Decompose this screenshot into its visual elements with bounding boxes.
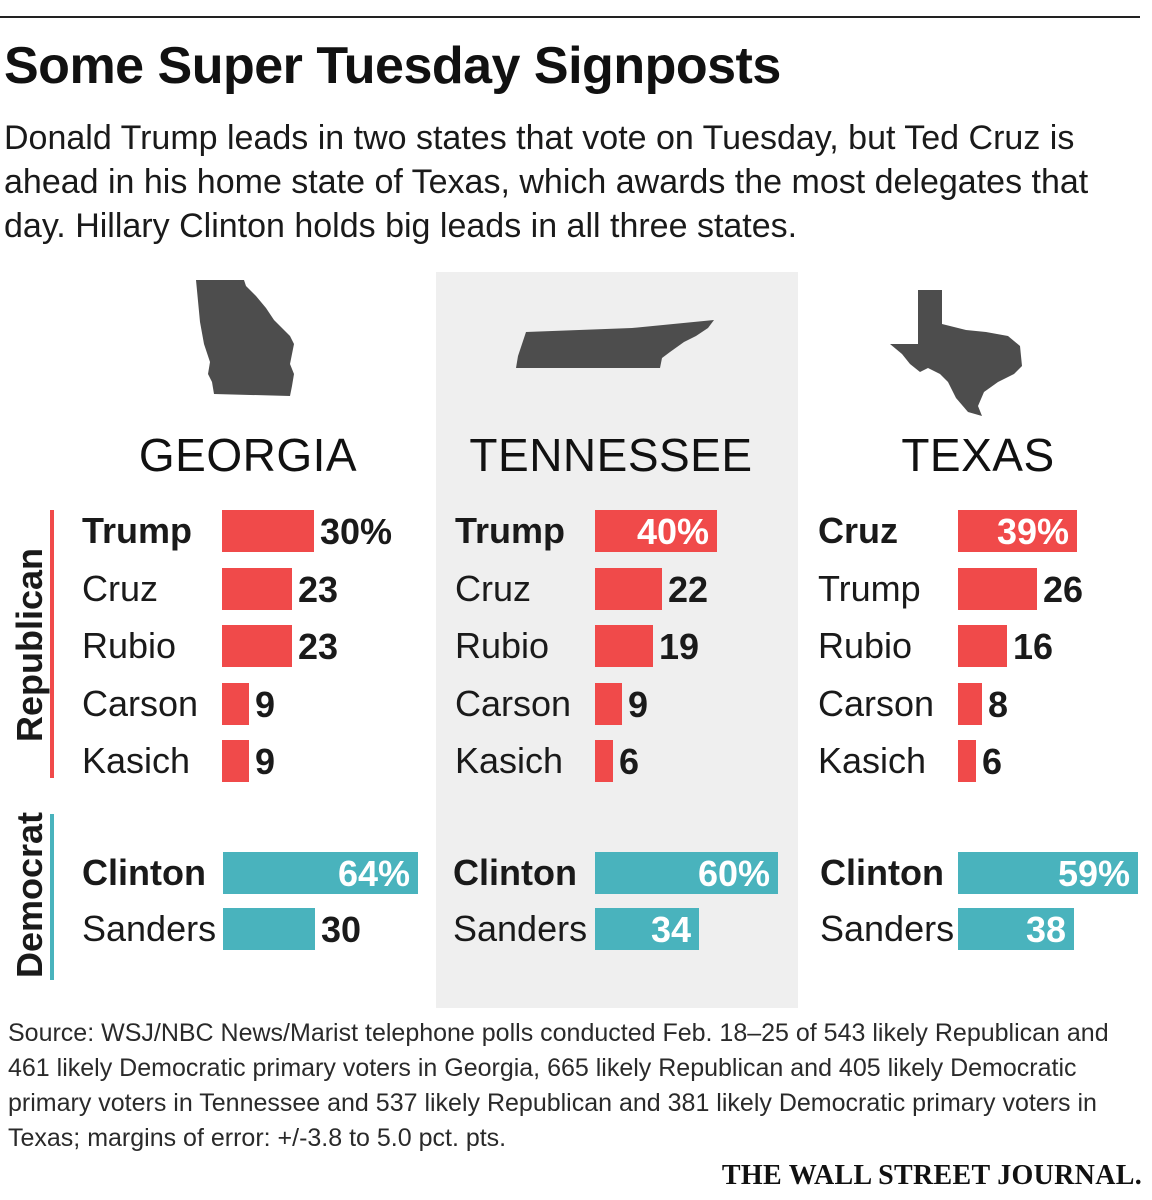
bar-republican-texas-kasich bbox=[958, 740, 976, 782]
candidate-name-texas-carson: Carson bbox=[818, 683, 935, 724]
value-label-georgia-rubio: 23 bbox=[298, 626, 339, 667]
value-label-georgia-clinton: 64% bbox=[337, 853, 410, 894]
candidate-name-texas-clinton: Clinton bbox=[820, 852, 944, 893]
value-label-texas-clinton: 59% bbox=[1057, 853, 1130, 894]
bar-democrat-texas-clinton bbox=[958, 852, 1138, 894]
state-name-texas: TEXAS bbox=[901, 429, 1055, 481]
bar-republican-georgia-carson bbox=[222, 683, 249, 725]
bar-republican-tennessee-kasich bbox=[595, 740, 613, 782]
bar-republican-georgia-cruz bbox=[222, 568, 292, 610]
candidate-name-tennessee-rubio: Rubio bbox=[455, 625, 550, 666]
value-label-texas-cruz: 39% bbox=[996, 511, 1069, 552]
state-name-georgia: GEORGIA bbox=[138, 429, 358, 481]
bar-republican-georgia-rubio bbox=[222, 625, 292, 667]
bar-democrat-texas-sanders bbox=[958, 908, 1074, 950]
chart-title: Some Super Tuesday Signposts bbox=[4, 37, 781, 95]
candidate-name-tennessee-carson: Carson bbox=[455, 683, 572, 724]
candidate-name-texas-kasich: Kasich bbox=[818, 740, 927, 781]
value-label-georgia-cruz: 23 bbox=[298, 569, 339, 610]
bar-republican-tennessee-trump bbox=[595, 510, 717, 552]
value-label-georgia-sanders: 30 bbox=[321, 909, 362, 950]
bar-republican-texas-carson bbox=[958, 683, 982, 725]
value-label-texas-rubio: 16 bbox=[1013, 626, 1054, 667]
bar-republican-texas-cruz bbox=[958, 510, 1077, 552]
republican-party-label: Republican bbox=[9, 547, 50, 743]
candidate-name-georgia-kasich: Kasich bbox=[82, 740, 191, 781]
bar-republican-texas-trump bbox=[958, 568, 1037, 610]
tennessee-map-icon bbox=[516, 320, 714, 368]
candidate-name-georgia-rubio: Rubio bbox=[82, 625, 177, 666]
bar-republican-tennessee-cruz bbox=[595, 568, 662, 610]
candidate-name-georgia-cruz: Cruz bbox=[82, 568, 159, 609]
value-label-texas-kasich: 6 bbox=[982, 741, 1003, 782]
value-label-tennessee-clinton: 60% bbox=[697, 853, 770, 894]
value-label-georgia-carson: 9 bbox=[255, 684, 276, 725]
candidate-name-tennessee-clinton: Clinton bbox=[453, 852, 577, 893]
bar-democrat-georgia-clinton bbox=[223, 852, 418, 894]
top-rule bbox=[0, 16, 1140, 18]
candidate-name-texas-rubio: Rubio bbox=[818, 625, 913, 666]
value-label-georgia-trump: 30% bbox=[320, 511, 393, 552]
candidate-name-texas-cruz: Cruz bbox=[818, 510, 898, 551]
bar-democrat-georgia-sanders bbox=[223, 908, 315, 950]
value-label-tennessee-rubio: 19 bbox=[659, 626, 700, 667]
bar-republican-georgia-kasich bbox=[222, 740, 249, 782]
value-label-tennessee-trump: 40% bbox=[636, 511, 709, 552]
candidate-name-tennessee-sanders: Sanders bbox=[453, 908, 588, 949]
value-label-georgia-kasich: 9 bbox=[255, 741, 276, 782]
bar-republican-tennessee-carson bbox=[595, 683, 622, 725]
democrat-rail bbox=[50, 814, 54, 980]
georgia-map-icon bbox=[196, 280, 294, 396]
candidate-name-tennessee-kasich: Kasich bbox=[455, 740, 564, 781]
value-label-tennessee-sanders: 34 bbox=[650, 909, 691, 950]
candidate-name-texas-trump: Trump bbox=[818, 568, 921, 609]
value-label-texas-sanders: 38 bbox=[1025, 909, 1066, 950]
candidate-name-texas-sanders: Sanders bbox=[820, 908, 955, 949]
candidate-name-georgia-trump: Trump bbox=[82, 510, 193, 551]
value-label-tennessee-cruz: 22 bbox=[668, 569, 709, 610]
republican-rail bbox=[50, 510, 54, 778]
value-label-tennessee-kasich: 6 bbox=[619, 741, 640, 782]
source-note: Source: WSJ/NBC News/Marist telephone po… bbox=[8, 1019, 1109, 1152]
bar-republican-georgia-trump bbox=[222, 510, 314, 552]
chart-subtitle: Donald Trump leads in two states that vo… bbox=[4, 119, 1089, 245]
candidate-name-tennessee-trump: Trump bbox=[455, 510, 566, 551]
bar-republican-texas-rubio bbox=[958, 625, 1007, 667]
democrat-party-label: Democrat bbox=[9, 811, 50, 979]
candidate-name-georgia-carson: Carson bbox=[82, 683, 199, 724]
value-label-texas-trump: 26 bbox=[1043, 569, 1084, 610]
value-label-tennessee-carson: 9 bbox=[628, 684, 649, 725]
texas-map-icon bbox=[890, 290, 1022, 416]
candidate-name-tennessee-cruz: Cruz bbox=[455, 568, 532, 609]
publisher-logo: THE WALL STREET JOURNAL. bbox=[721, 1160, 1142, 1191]
bar-republican-tennessee-rubio bbox=[595, 625, 653, 667]
bar-democrat-tennessee-clinton bbox=[595, 852, 778, 894]
candidate-name-georgia-clinton: Clinton bbox=[82, 852, 206, 893]
state-name-tennessee: TENNESSEE bbox=[469, 429, 753, 481]
candidate-name-georgia-sanders: Sanders bbox=[82, 908, 217, 949]
value-label-texas-carson: 8 bbox=[988, 684, 1009, 725]
bar-democrat-tennessee-sanders bbox=[595, 908, 699, 950]
